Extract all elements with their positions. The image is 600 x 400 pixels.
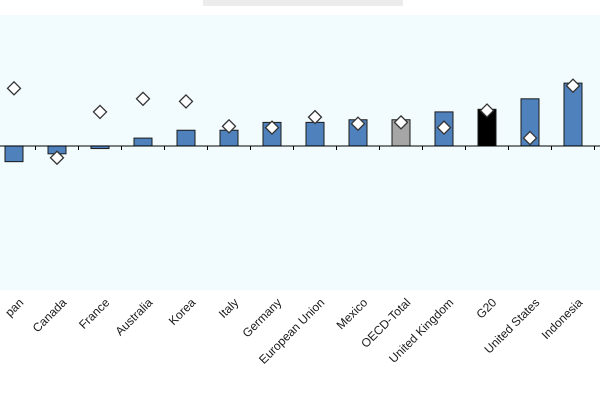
labels-layer: pan Canada France Australia Korea ItalyGerman… <box>2 295 586 366</box>
diamond-marker-united-kingdom <box>436 120 452 136</box>
diamond-marker-indonesia <box>565 78 581 94</box>
diamond-marker-g20 <box>479 103 495 119</box>
diamond-marker-germany <box>264 120 280 136</box>
diamond-marker-japan <box>6 80 22 96</box>
category-label-korea: Korea <box>166 295 199 328</box>
category-label-mexico: Mexico <box>334 295 371 332</box>
diamond-marker-korea <box>178 94 194 109</box>
diamond-marker-united-states <box>522 130 538 146</box>
ticks-layer <box>35 145 595 150</box>
category-label-g20: G20 <box>473 295 499 321</box>
bar-european-union <box>305 121 325 147</box>
diamond-marker-canada <box>49 150 65 166</box>
diamond-marker-european-union <box>307 109 323 125</box>
category-label-australia: Australia <box>112 295 155 338</box>
diamond-marker-mexico <box>350 116 366 132</box>
diamond-marker-oecd-total <box>393 114 409 130</box>
bar-japan <box>4 145 24 163</box>
plot-background <box>0 15 600 290</box>
diamond-marker-france <box>92 104 108 120</box>
category-label-germany: Germany <box>240 295 285 340</box>
diamond-marker-australia <box>135 91 151 107</box>
category-label-canada: Canada <box>30 295 70 335</box>
diamond-marker-italy <box>221 118 237 134</box>
category-label-france: France <box>76 295 113 332</box>
top-strip <box>203 0 403 6</box>
markers-layer <box>6 78 581 166</box>
bar-australia <box>133 137 153 147</box>
bar-korea <box>176 129 196 147</box>
category-label-japan: pan <box>2 295 26 319</box>
category-label-italy: Italy <box>216 295 241 320</box>
category-label-indonesia: Indonesia <box>539 295 586 342</box>
